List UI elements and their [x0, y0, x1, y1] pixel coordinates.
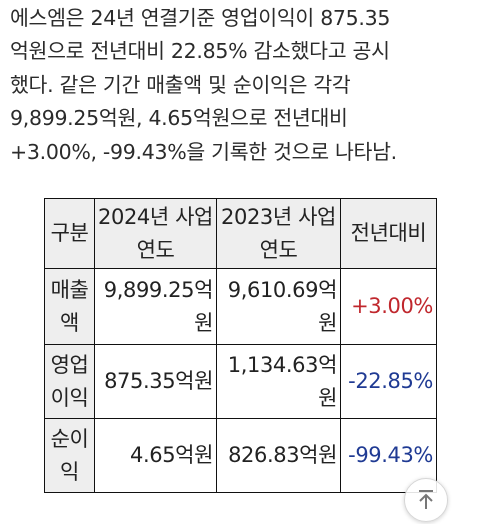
- arrow-up-to-top-icon: [419, 490, 433, 509]
- header-2024: 2024년 사업 연도: [94, 198, 217, 269]
- header-2023: 2023년 사업 연도: [216, 198, 341, 269]
- article-line: 했다. 같은 기간 매출액 및 순이익은 각각: [10, 72, 351, 97]
- header-category: 구분: [44, 198, 95, 269]
- table-header-row: 구분 2024년 사업 연도 2023년 사업 연도 전년대비: [44, 198, 437, 269]
- row-label-operating-profit: 영업 이익: [44, 344, 95, 419]
- cell-revenue-2023: 9,610.69억 원: [216, 268, 341, 345]
- article-line: +3.00%, -99.43%을 기록한 것으로 나타남.: [10, 139, 397, 164]
- table-row-operating-profit: 영업 이익 875.35억원 1,134.63억 원 -22.85%: [44, 344, 437, 419]
- table-row-revenue: 매출 액 9,899.25억 원 9,610.69억 원 +3.00%: [44, 268, 437, 345]
- article-line: 9,899.25억원, 4.65억원으로 전년대비: [10, 106, 348, 131]
- article-line: 억원으로 전년대비 22.85% 감소했다고 공시: [10, 39, 390, 64]
- scroll-to-top-button[interactable]: [404, 478, 448, 522]
- financial-table: 구분 2024년 사업 연도 2023년 사업 연도 전년대비 매출 액 9,899.…: [44, 198, 437, 493]
- cell-net-income-2023: 826.83억원: [216, 418, 341, 493]
- table-row-net-income: 순이 익 4.65억원 826.83억원 -99.43%: [44, 418, 437, 493]
- article-line: 에스엠은 24년 연결기준 영업이익이 875.35: [10, 6, 391, 30]
- cell-revenue-change: +3.00%: [340, 268, 437, 345]
- article-paragraph: 에스엠은 24년 연결기준 영업이익이 875.35 억원으로 전년대비 22.…: [10, 2, 472, 169]
- row-label-net-income: 순이 익: [44, 418, 95, 493]
- cell-net-income-2024: 4.65억원: [94, 418, 217, 493]
- cell-revenue-2024: 9,899.25억 원: [94, 268, 217, 345]
- row-label-revenue: 매출 액: [44, 268, 95, 345]
- header-change: 전년대비: [340, 198, 437, 269]
- cell-operating-profit-2023: 1,134.63억 원: [216, 344, 341, 419]
- cell-operating-profit-change: -22.85%: [340, 344, 437, 419]
- cell-operating-profit-2024: 875.35억원: [94, 344, 217, 419]
